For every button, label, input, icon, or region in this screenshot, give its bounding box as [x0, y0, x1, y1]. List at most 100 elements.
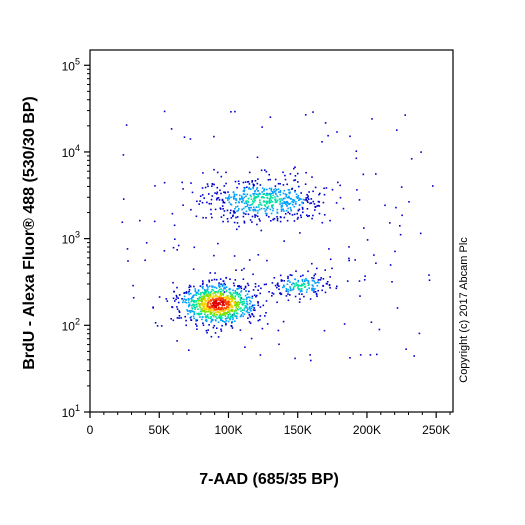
event-dot — [311, 262, 313, 265]
event-dot — [172, 297, 175, 300]
event-dot — [241, 200, 243, 203]
event-dot — [218, 297, 220, 299]
event-dot — [298, 197, 301, 200]
event-dot — [305, 291, 308, 293]
event-dot — [311, 288, 313, 290]
event-dot — [185, 324, 187, 327]
x-axis-title: 7-AAD (685/35 BP) — [199, 471, 339, 488]
event-dot — [204, 290, 207, 293]
event-dot — [328, 284, 331, 286]
event-dot — [253, 190, 256, 193]
event-dot — [302, 211, 304, 214]
event-dot — [305, 171, 307, 174]
event-dot — [256, 196, 258, 198]
event-dot — [207, 304, 209, 306]
event-dot — [199, 310, 202, 313]
event-dot — [283, 197, 286, 200]
event-dot — [233, 195, 236, 198]
event-dot — [218, 283, 220, 286]
event-dot — [226, 317, 228, 320]
event-dot — [206, 308, 208, 311]
event-dot — [245, 213, 247, 215]
event-dot — [292, 203, 294, 206]
event-dot — [302, 202, 304, 204]
event-dot — [239, 198, 241, 201]
event-dot — [239, 329, 242, 331]
event-dot — [240, 307, 242, 309]
event-dot — [221, 324, 223, 327]
event-dot — [248, 188, 250, 190]
event-dot — [219, 297, 221, 300]
event-dot — [274, 192, 277, 195]
event-dot — [224, 309, 226, 312]
event-dot — [376, 353, 378, 356]
event-dot — [306, 208, 309, 210]
event-dot — [221, 284, 224, 286]
event-dot — [314, 209, 316, 211]
event-dot — [251, 221, 253, 223]
event-dot — [286, 219, 289, 222]
event-dot — [268, 187, 271, 190]
event-dot — [214, 295, 216, 298]
event-dot — [216, 317, 218, 320]
event-dot — [339, 196, 342, 199]
event-dot — [240, 314, 242, 317]
event-dot — [202, 302, 204, 305]
event-dot — [240, 313, 243, 316]
event-dot — [280, 293, 282, 296]
event-dot — [208, 300, 210, 303]
event-dot — [269, 192, 271, 195]
event-dot — [247, 284, 250, 287]
event-dot — [248, 290, 250, 293]
event-dot — [223, 299, 225, 302]
event-dot — [210, 335, 213, 338]
event-dot — [275, 201, 278, 203]
event-dot — [287, 291, 289, 293]
event-dot — [304, 183, 307, 185]
event-dot — [253, 197, 256, 199]
event-dot — [267, 205, 270, 208]
event-dot — [220, 192, 222, 195]
event-dot — [297, 279, 299, 282]
event-dot — [193, 304, 196, 307]
event-dot — [233, 212, 235, 214]
event-dot — [185, 301, 188, 304]
event-dot — [247, 207, 250, 209]
event-dot — [198, 305, 201, 308]
event-dot — [266, 192, 268, 195]
event-dot — [222, 214, 225, 217]
event-dot — [285, 195, 287, 198]
event-dot — [224, 308, 227, 311]
event-dot — [257, 301, 259, 303]
event-dot — [243, 187, 246, 190]
event-dot — [339, 184, 341, 187]
event-dot — [200, 292, 202, 294]
event-dot — [260, 287, 262, 290]
event-dot — [202, 298, 204, 301]
event-dot — [228, 297, 231, 300]
event-dot — [194, 288, 196, 290]
event-dot — [262, 304, 265, 307]
event-dot — [271, 200, 274, 203]
event-dot — [216, 197, 219, 200]
event-dot — [243, 309, 245, 312]
event-dot — [212, 303, 215, 305]
event-dot — [301, 288, 303, 290]
event-dot — [266, 194, 268, 196]
event-dot — [250, 305, 253, 308]
event-dot — [362, 173, 365, 176]
event-dot — [295, 284, 297, 287]
event-dot — [229, 212, 232, 214]
event-dot — [199, 313, 202, 315]
event-dot — [252, 306, 255, 309]
event-dot — [224, 283, 226, 286]
event-dot — [205, 217, 207, 219]
event-dot — [220, 288, 222, 290]
event-dot — [232, 295, 234, 298]
event-dot — [256, 182, 259, 185]
event-dot — [313, 274, 315, 277]
event-dot — [222, 280, 225, 282]
event-dot — [207, 317, 210, 319]
event-dot — [264, 212, 267, 215]
event-dot — [235, 269, 237, 271]
